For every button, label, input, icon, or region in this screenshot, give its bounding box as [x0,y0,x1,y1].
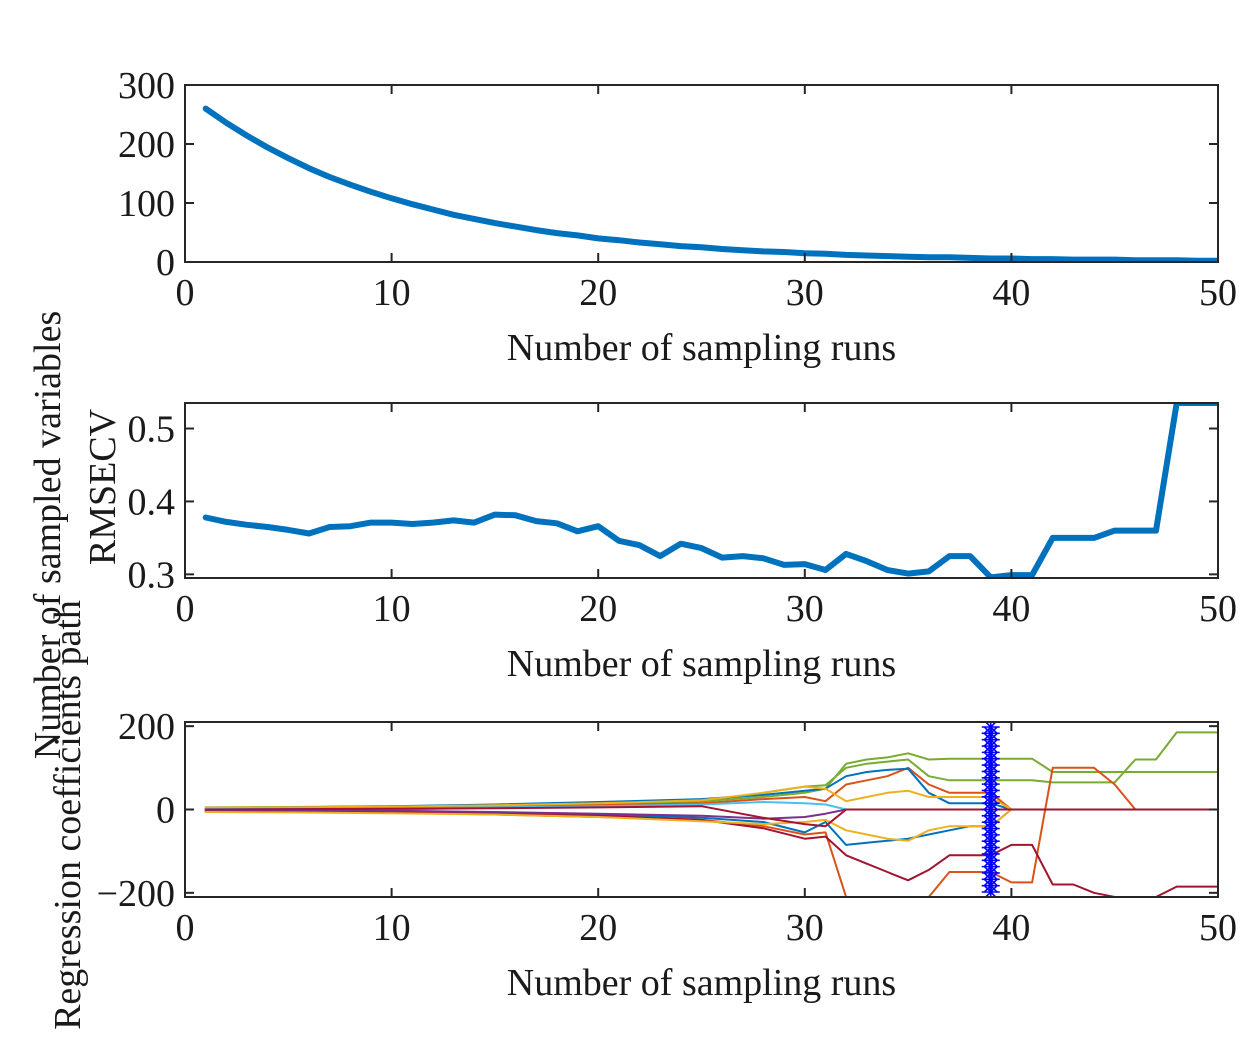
selected-run-marker [981,722,1000,897]
x-tick-label: 50 [1199,272,1237,314]
x-tick-label: 30 [786,907,824,949]
plot-area [204,722,1218,897]
x-tick-label: 10 [373,907,411,949]
axes-frame [184,84,1219,263]
x-tick-label: 10 [373,588,411,630]
series-line-12 [204,805,1218,828]
plot-area [202,105,1218,262]
coefficients-y-axis-label: Regression coefficients path [47,600,89,1030]
x-tick-label: 0 [176,907,195,949]
x-tick-label: 40 [992,272,1030,314]
subplot-variables: 0 10 20 30 40 50 0 100 200 300 Number of sampling … [118,65,1237,369]
x-tick-label: 40 [992,907,1030,949]
x-axis-label: Number of sampling runs [507,643,896,685]
x-tick-label: 20 [579,272,617,314]
x-tick-label: 40 [992,588,1030,630]
shared-y-axis-label: Number of sampled variables [27,311,69,759]
x-tick-label: 20 [579,907,617,949]
y-tick-label: 200 [118,124,175,166]
y-tick-label: 0 [156,242,175,284]
x-axis-label: Number of sampling runs [507,962,896,1004]
y-tick-label: 0 [156,790,175,832]
rmsecv-y-axis-label: RMSECV [82,408,124,565]
series-line-8 [204,785,1218,811]
series-line-1 [202,105,1218,262]
x-tick-label: 0 [176,272,195,314]
x-tick-label: 20 [579,588,617,630]
marker-star [981,722,1000,736]
plot-area [202,403,1218,578]
y-tick-label: 0.5 [128,409,176,451]
y-tick-label: −200 [97,873,175,915]
series-line-1 [202,403,1218,578]
x-tick-label: 30 [786,272,824,314]
x-tick-label: 50 [1199,907,1237,949]
series-line-11 [204,808,1218,820]
x-tick-label: 0 [176,588,195,630]
axes-frame [184,402,1219,579]
y-tick-label: 100 [118,183,175,225]
series-line-6 [204,808,1218,846]
series-line-7 [204,810,1218,897]
y-tick-label: 200 [118,706,175,748]
series-line-4 [204,766,1218,897]
x-tick-label: 10 [373,272,411,314]
y-tick-label: 0.3 [128,554,176,596]
y-tick-label: 0.4 [128,481,176,523]
series-line-9 [204,808,1218,842]
x-tick-label: 30 [786,588,824,630]
x-axis-label: Number of sampling runs [507,327,896,369]
y-tick-label: 300 [118,65,175,107]
x-tick-label: 50 [1199,588,1237,630]
series-line-2 [204,731,1218,812]
subplot-rmsecv: 0 10 20 30 40 50 0.3 0.4 0.5 Number of sampling r… [128,402,1237,685]
